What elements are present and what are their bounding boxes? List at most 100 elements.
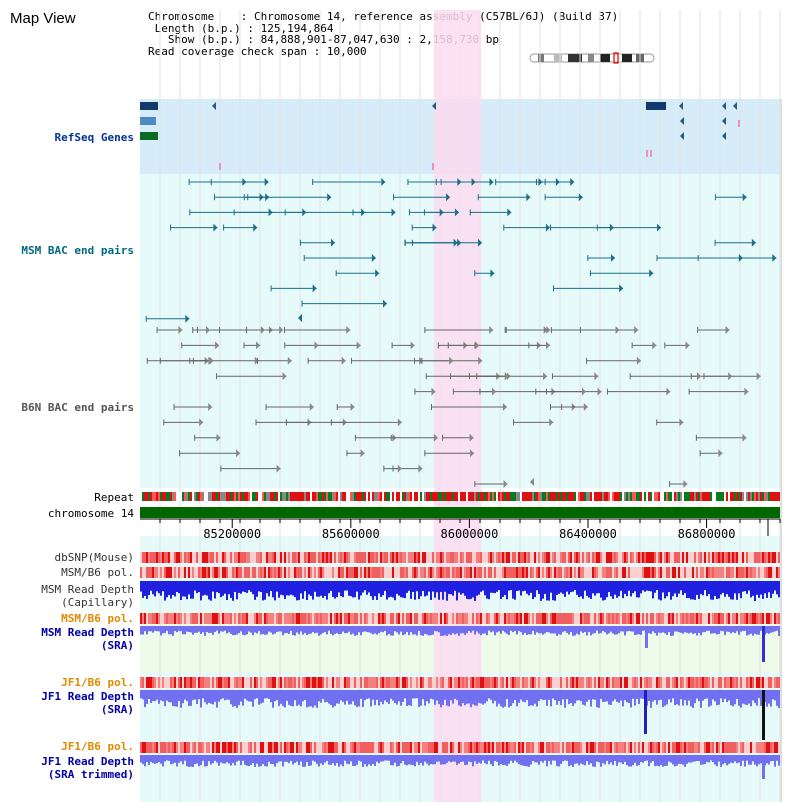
dbsnp-cell — [594, 552, 596, 563]
axis-tick-label: 85200000 — [203, 527, 261, 541]
jf1-depth-sra-bar — [368, 690, 370, 699]
msm-depth-sra-bar — [708, 626, 710, 631]
msm-b6-pol-cell — [754, 613, 756, 624]
repeat-block — [772, 492, 774, 501]
jf1-depth-sra-bar — [418, 690, 420, 707]
msm-depth-sra-bar — [596, 626, 598, 631]
jf1-depth-trimmed-bar — [720, 755, 722, 767]
jf1-b6-pol-cell — [392, 742, 394, 753]
dbsnp-cell — [648, 552, 650, 563]
b6n-bac-arrow — [470, 449, 475, 458]
msm-depth-sra-bar — [288, 626, 290, 634]
jf1-b6-pol-cell — [478, 677, 480, 688]
msm-b6-pol-cell — [614, 567, 616, 578]
jf1-b6-pol-cell — [598, 677, 600, 688]
dbsnp-cell — [630, 552, 632, 563]
dbsnp-cell — [766, 552, 768, 563]
msm-b6-pol-cell — [468, 567, 470, 578]
msm-depth-capillary-bar — [182, 581, 184, 597]
repeat-block — [490, 492, 492, 501]
jf1-depth-sra-bar — [412, 690, 414, 699]
msm-depth-sra-bar — [368, 626, 370, 633]
jf1-depth-trimmed-bar — [494, 755, 496, 762]
msm-b6-pol-cell — [508, 567, 510, 578]
msm-depth-capillary-bar — [254, 581, 256, 600]
jf1-b6-pol-cell — [494, 677, 496, 688]
jf1-b6-pol-cell — [268, 677, 270, 688]
msm-b6-pol-cell — [712, 613, 714, 624]
msm-depth-sra-bar — [464, 626, 466, 635]
jf1-depth-trimmed-bar — [226, 755, 228, 763]
track-label-jf1-depth-trimmed-sub: (SRA trimmed) — [47, 768, 134, 781]
dbsnp-cell — [394, 552, 396, 563]
repeat-block — [176, 492, 178, 501]
msm-depth-capillary-bar — [714, 581, 716, 596]
repeat-block — [218, 492, 220, 501]
jf1-b6-pol-cell — [348, 677, 350, 688]
msm-b6-pol-cell — [542, 613, 544, 624]
msm-depth-capillary-bar — [184, 581, 186, 597]
b6n-bac-arrow — [679, 418, 684, 427]
repeat-block — [494, 492, 496, 501]
msm-depth-capillary-bar — [732, 581, 734, 600]
msm-b6-pol-cell — [702, 567, 704, 578]
dbsnp-cell — [160, 552, 162, 563]
b6n-bac-arrow — [449, 356, 454, 365]
jf1-b6-pol-cell — [678, 742, 680, 753]
msm-depth-sra-bar — [276, 626, 278, 632]
msm-b6-pol-cell — [646, 567, 648, 578]
msm-depth-sra-bar — [400, 626, 402, 632]
msm-b6-pol-cell — [360, 613, 362, 624]
msm-b6-pol-cell — [354, 567, 356, 578]
track-label-msm-depth-capillary: MSM Read Depth — [41, 583, 134, 596]
dbsnp-cell — [316, 552, 318, 563]
jf1-b6-pol-cell — [638, 677, 640, 688]
jf1-b6-pol-cell — [370, 742, 372, 753]
msm-b6-pol-cell — [268, 613, 270, 624]
refseq-gene — [140, 132, 158, 140]
msm-b6-pol-cell — [510, 613, 512, 624]
msm-depth-capillary-bar — [188, 581, 190, 595]
msm-depth-sra-bar — [212, 626, 214, 635]
dbsnp-cell — [206, 552, 208, 563]
dbsnp-cell — [628, 552, 630, 563]
msm-b6-pol-cell — [526, 567, 528, 578]
jf1-depth-trimmed-bar — [402, 755, 404, 761]
jf1-b6-pol-cell — [722, 677, 724, 688]
jf1-b6-pol-cell — [634, 742, 636, 753]
jf1-b6-pol-cell — [238, 742, 240, 753]
dbsnp-cell — [560, 552, 562, 563]
msm-depth-sra-bar — [340, 626, 342, 635]
jf1-b6-pol-cell — [302, 742, 304, 753]
b6n-bac-arrow — [208, 403, 213, 411]
msm-b6-pol-cell — [152, 613, 154, 624]
msm-b6-pol-cell — [498, 613, 500, 624]
jf1-depth-sra-bar — [716, 690, 718, 706]
jf1-b6-pol-cell — [248, 677, 250, 688]
jf1-b6-pol-cell — [154, 742, 156, 753]
jf1-depth-trimmed-bar — [692, 755, 694, 762]
msm-b6-pol-cell — [340, 613, 342, 624]
chromosome-ideogram[interactable] — [528, 52, 658, 66]
msm-depth-sra-bar — [328, 626, 330, 631]
msm-depth-sra-bar — [200, 626, 202, 634]
repeat-block — [648, 492, 650, 501]
repeat-block — [384, 492, 386, 501]
dbsnp-cell — [532, 552, 534, 563]
jf1-depth-trimmed-bar — [256, 755, 258, 764]
msm-depth-sra-bar — [490, 626, 492, 633]
msm-b6-pol-cell — [584, 613, 586, 624]
msm-b6-pol-cell — [338, 613, 340, 624]
jf1-depth-trimmed-bar — [316, 755, 318, 764]
repeat-block — [158, 492, 160, 501]
msm-b6-pol-cell — [776, 613, 778, 624]
jf1-b6-pol-cell — [306, 677, 308, 688]
msm-depth-capillary-bar — [574, 581, 576, 591]
repeat-block — [228, 492, 230, 501]
dbsnp-cell — [688, 552, 690, 563]
dbsnp-cell — [762, 552, 764, 563]
jf1-b6-pol-cell — [518, 677, 520, 688]
jf1-depth-sra-bar — [530, 690, 532, 706]
msm-depth-sra-bar — [604, 626, 606, 633]
